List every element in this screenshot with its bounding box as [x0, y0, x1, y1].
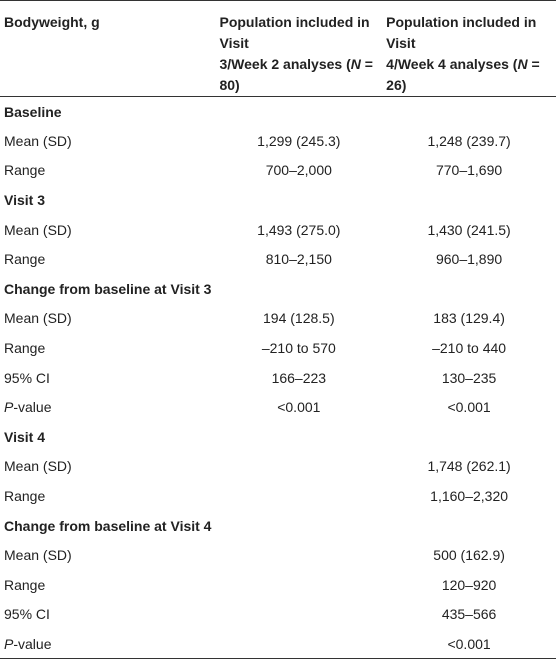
cell-visit3: 1,493 (275.0) — [257, 221, 341, 238]
cell-visit3: 166–223 — [271, 369, 327, 386]
cell-visit4: 1,430 (241.5) — [427, 221, 511, 238]
cell-visit4 — [382, 274, 556, 304]
cell-visit3: 700–2,000 — [265, 162, 332, 179]
table-row: Range 700–2,000 770–1,690 — [0, 156, 556, 186]
table-row: Range 120–920 — [0, 570, 556, 600]
cell-visit4: <0.001 — [447, 635, 491, 652]
cell-visit4: 130–235 — [441, 369, 497, 386]
table-row: 95% CI 435–566 — [0, 600, 556, 630]
row-label: Mean (SD) — [4, 221, 72, 238]
row-label-italic: P — [4, 399, 14, 416]
cell-visit4 — [382, 511, 556, 541]
header-visit3-population: Population included in Visit 3/Week 2 an… — [215, 1, 382, 97]
cell-visit3: 1,299 (245.3) — [257, 132, 341, 149]
table-row: P-value <0.001 <0.001 — [0, 392, 556, 422]
row-label: 95% CI — [4, 369, 50, 386]
header-visit4-line2b: = 26) — [386, 56, 540, 93]
table-row: Range 1,160–2,320 — [0, 481, 556, 511]
cell-visit4 — [382, 185, 556, 215]
row-label: Mean (SD) — [4, 310, 72, 327]
section-row: Change from baseline at Visit 4 — [0, 511, 556, 541]
table-row: Mean (SD) 1,748 (262.1) — [0, 452, 556, 482]
cell-visit3 — [215, 481, 382, 511]
table-row: Mean (SD) 194 (128.5) 183 (129.4) — [0, 304, 556, 334]
cell-visit3 — [215, 540, 382, 570]
cell-visit4: 1,160–2,320 — [430, 488, 509, 505]
header-visit4-population: Population included in Visit 4/Week 4 an… — [382, 1, 556, 97]
header-visit4-line1: Population included in Visit — [386, 14, 537, 51]
row-label: Mean (SD) — [4, 547, 72, 564]
cell-visit3 — [215, 511, 382, 541]
header-visit3-line2b: = 80) — [219, 56, 373, 93]
table-row: 95% CI 166–223 130–235 — [0, 363, 556, 393]
row-label: Mean (SD) — [4, 458, 72, 475]
cell-visit3: 194 (128.5) — [263, 310, 335, 327]
cell-visit4: 500 (162.9) — [433, 547, 505, 564]
row-label: P-value — [0, 392, 215, 422]
section-row: Visit 3 — [0, 185, 556, 215]
section-label: Visit 4 — [4, 428, 45, 445]
table-row: Range –210 to 570 –210 to 440 — [0, 333, 556, 363]
header-visit4-n: N — [517, 56, 528, 72]
cell-visit3 — [215, 274, 382, 304]
cell-visit3 — [215, 422, 382, 452]
cell-visit3 — [215, 97, 382, 127]
row-label-rest: -value — [13, 399, 52, 416]
row-label: Range — [4, 162, 46, 179]
cell-visit4: 1,248 (239.7) — [427, 132, 511, 149]
row-label-rest: -value — [13, 635, 52, 652]
cell-visit4: 770–1,690 — [435, 162, 503, 179]
cell-visit3: <0.001 — [277, 399, 321, 416]
header-visit3-line1: Population included in Visit — [219, 14, 370, 51]
section-label: Baseline — [4, 103, 62, 120]
header-visit3-line2a: 3/Week 2 analyses ( — [219, 56, 351, 72]
cell-visit3: –210 to 570 — [261, 340, 336, 357]
table-row: Mean (SD) 1,299 (245.3) 1,248 (239.7) — [0, 126, 556, 156]
cell-visit4: 120–920 — [441, 576, 497, 593]
table-body: Baseline Mean (SD) 1,299 (245.3) 1,248 (239… — [0, 97, 556, 659]
table-row: Range 810–2,150 960–1,890 — [0, 244, 556, 274]
cell-visit3 — [215, 629, 382, 659]
cell-visit3 — [215, 570, 382, 600]
cell-visit4: –210 to 440 — [432, 340, 507, 357]
section-label: Change from baseline at Visit 3 — [4, 280, 212, 297]
table-row: Mean (SD) 1,493 (275.0) 1,430 (241.5) — [0, 215, 556, 245]
section-row: Change from baseline at Visit 3 — [0, 274, 556, 304]
cell-visit4 — [382, 97, 556, 127]
cell-visit4: 435–566 — [441, 606, 497, 623]
header-visit4-line2a: 4/Week 4 analyses ( — [386, 56, 518, 72]
row-label: Range — [4, 576, 46, 593]
cell-visit3: 810–2,150 — [265, 251, 332, 268]
cell-visit3 — [215, 452, 382, 482]
row-label: 95% CI — [4, 606, 50, 623]
row-label: Range — [4, 251, 46, 268]
row-label: P-value — [0, 629, 215, 659]
cell-visit4: <0.001 — [447, 399, 491, 416]
header-bodyweight-text: Bodyweight, g — [4, 14, 100, 30]
row-label: Range — [4, 340, 46, 357]
table-row: P-value <0.001 — [0, 629, 556, 659]
cell-visit4 — [382, 422, 556, 452]
section-row: Visit 4 — [0, 422, 556, 452]
row-label: Mean (SD) — [4, 132, 72, 149]
header-visit3-n: N — [350, 56, 361, 72]
cell-visit4: 1,748 (262.1) — [427, 458, 511, 475]
section-label: Change from baseline at Visit 4 — [4, 517, 212, 534]
section-label: Visit 3 — [4, 192, 45, 209]
row-label: Range — [4, 488, 46, 505]
table-row: Mean (SD) 500 (162.9) — [0, 540, 556, 570]
table-header-row: Bodyweight, g Population included in Vis… — [0, 0, 556, 97]
section-row: Baseline — [0, 97, 556, 127]
cell-visit4: 183 (129.4) — [433, 310, 505, 327]
cell-visit3 — [215, 600, 382, 630]
row-label-italic: P — [4, 635, 14, 652]
header-bodyweight: Bodyweight, g — [0, 1, 215, 97]
cell-visit4: 960–1,890 — [435, 251, 503, 268]
cell-visit3 — [215, 185, 382, 215]
